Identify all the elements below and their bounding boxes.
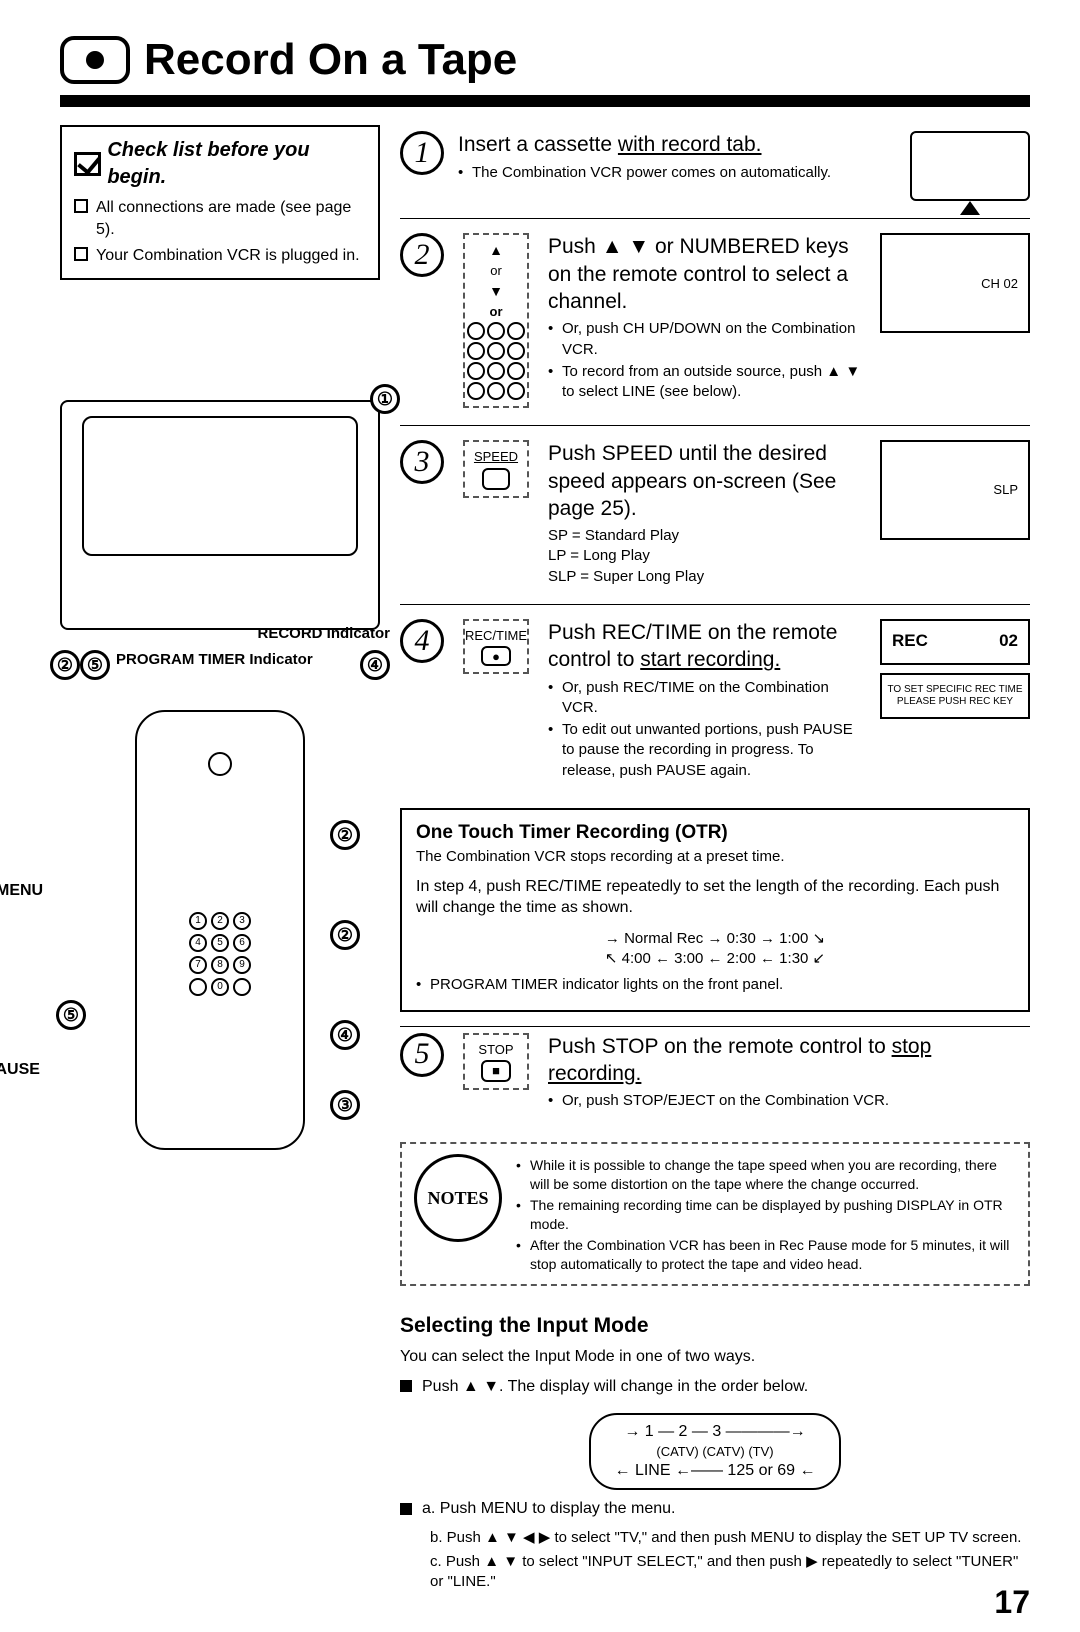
page-title: Record On a Tape [144,30,517,89]
remote-diagram: 123 456 789 0 [135,710,305,1150]
input-mode-way2b: b. Push ▲ ▼ ◀ ▶ to select "TV," and then… [400,1528,1030,1548]
rectime-button-icon: REC/TIME ● [463,619,529,675]
checklist-item: Your Combination VCR is plugged in. [74,245,366,267]
step-2: 2 or or Push ▲ ▼ or NUMBERED keys on [400,218,1030,425]
page-header: Record On a Tape [60,30,1030,89]
callout-1: ① [370,384,400,414]
step-3: 3 SPEED Push SPEED until the desired spe… [400,425,1030,604]
input-mode-flow: → 1 — 2 — 3 ————→ (CATV) (CATV) (TV) ← L… [589,1413,842,1490]
step-number: 2 [400,233,444,277]
record-indicator-label: RECORD Indicator [257,624,390,644]
checkbox-icon [74,247,88,261]
callout-5: ⑤ [80,650,110,680]
checklist-box: Check list before you begin. All connect… [60,125,380,280]
otr-box: One Touch Timer Recording (OTR) The Comb… [400,808,1030,1012]
step-bullet: Or, push STOP/EJECT on the Combination V… [548,1091,1030,1111]
speed-button-icon: SPEED [463,440,529,498]
callout-2: ② [50,650,80,680]
page-number: 17 [994,1581,1030,1624]
osd-display: CH 02 [880,233,1030,333]
step-number: 1 [400,131,444,175]
input-mode-heading: Selecting the Input Mode [400,1312,1030,1340]
osd-display: REC02 [880,619,1030,665]
step-number: 4 [400,619,444,663]
step-bullet: To record from an outside source, push ▲… [548,362,866,403]
callout-5: ⑤ [56,1000,86,1030]
checkbox-icon [74,199,88,213]
checklist-item: All connections are made (see page 5). [74,197,366,240]
remote-power-button [208,752,232,776]
checklist-heading: Check list before you begin. [107,137,366,191]
step-number: 3 [400,440,444,484]
down-icon [489,282,503,301]
title-underline [60,95,1030,107]
step-bullet: Or, push CH UP/DOWN on the Combination V… [548,319,866,360]
step-heading: Push SPEED until the desired speed appea… [548,440,866,522]
up-icon [489,241,503,260]
stop-button-icon: STOP ■ [463,1033,529,1091]
menu-label: MENU [0,880,43,902]
osd-display: TO SET SPECIFIC REC TIME PLEASE PUSH REC… [880,673,1030,719]
step-bullet: Or, push REC/TIME on the Combination VCR… [548,678,866,719]
step-1: 1 Insert a cassette with record tab. The… [400,125,1030,218]
otr-bullet: PROGRAM TIMER indicator lights on the fr… [416,975,1014,995]
record-icon [60,36,130,84]
note-item: After the Combination VCR has been in Re… [516,1236,1016,1274]
tv-diagram [60,400,380,630]
square-bullet-icon [400,1380,412,1392]
notes-badge: NOTES [414,1154,502,1242]
step-5: 5 STOP ■ Push STOP on the remote control… [400,1026,1030,1129]
osd-display: SLP [880,440,1030,540]
vcr-icon [910,131,1030,201]
note-item: While it is possible to change the tape … [516,1156,1016,1194]
step-bullet: To edit out unwanted portions, push PAUS… [548,720,866,781]
step-bullet: The Combination VCR power comes on autom… [458,163,896,183]
step-heading: Push ▲ ▼ or NUMBERED keys on the remote … [548,233,866,315]
remote-keypad: 123 456 789 0 [189,912,251,996]
input-mode-way2c: c. Push ▲ ▼ to select "INPUT SELECT," an… [400,1552,1030,1593]
checkmark-icon [74,152,101,176]
input-mode-intro: You can select the Input Mode in one of … [400,1346,1030,1368]
callout-4: ④ [360,650,390,680]
input-mode-way1: Push ▲ ▼. The display will change in the… [400,1376,1030,1398]
callout-4: ④ [330,1020,360,1050]
tv-screen [82,416,358,556]
input-mode-way2: a. Push MENU to display the menu. [400,1498,1030,1520]
channel-keys-icon: or or [463,233,529,408]
notes-box: NOTES While it is possible to change the… [400,1142,1030,1285]
callout-3: ③ [330,1090,360,1120]
square-bullet-icon [400,1503,412,1515]
pause-label: PAUSE [0,1059,40,1081]
callout-2: ② [330,920,360,950]
otr-title: One Touch Timer Recording (OTR) [416,820,1014,846]
program-timer-label: PROGRAM TIMER Indicator [110,650,360,680]
note-item: The remaining recording time can be disp… [516,1196,1016,1234]
step-4: 4 REC/TIME ● Push REC/TIME on the remote… [400,604,1030,798]
callout-2: ② [330,820,360,850]
step-number: 5 [400,1033,444,1077]
